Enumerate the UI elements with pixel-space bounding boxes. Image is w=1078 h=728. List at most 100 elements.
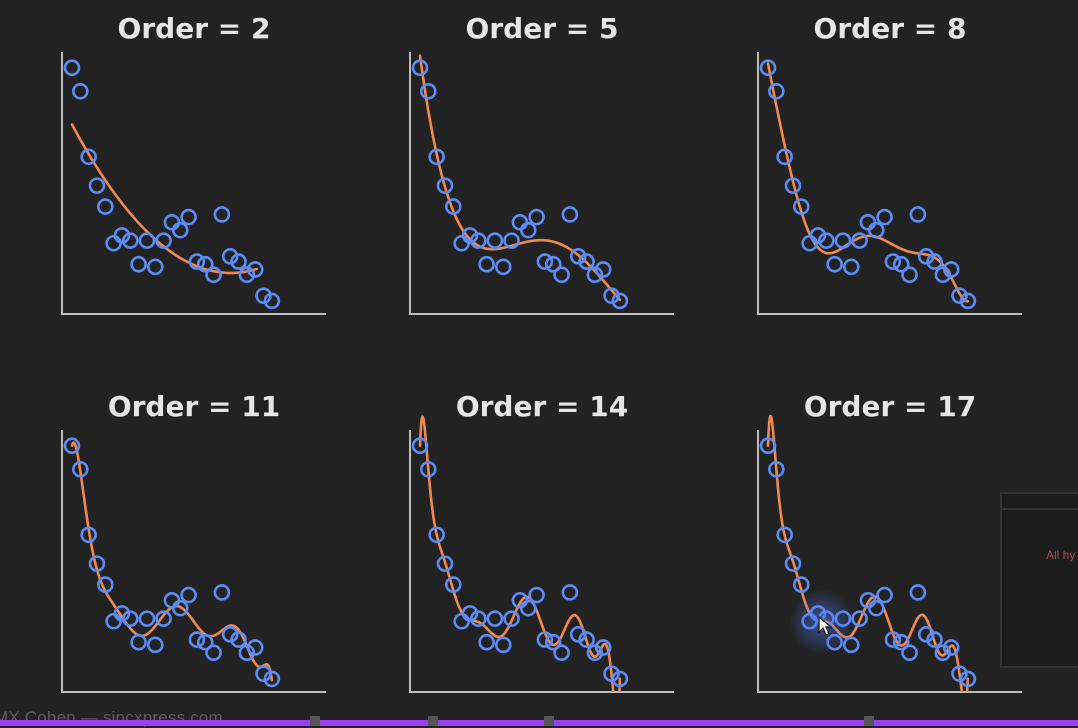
data-point xyxy=(544,255,562,273)
data-point xyxy=(221,626,239,643)
data-point xyxy=(428,526,445,544)
subplot-title: Order = 14 xyxy=(456,390,628,423)
data-point xyxy=(97,576,114,593)
data-point xyxy=(951,665,968,682)
data-point xyxy=(793,576,810,593)
data-point xyxy=(445,198,462,215)
data-point xyxy=(138,610,156,627)
data-point xyxy=(892,255,910,273)
data-point xyxy=(834,232,852,249)
data-point xyxy=(113,227,131,244)
data-point xyxy=(959,670,977,688)
data-point xyxy=(163,214,181,231)
chapter-marker[interactable] xyxy=(864,716,874,726)
side-panel-preview[interactable]: All hy xyxy=(1000,492,1078,668)
data-point xyxy=(180,586,197,604)
data-point xyxy=(80,526,97,544)
mouse-cursor-icon xyxy=(818,616,833,636)
data-point xyxy=(263,292,281,310)
data-point xyxy=(553,266,570,284)
data-point xyxy=(817,232,835,249)
axes-lines xyxy=(757,52,1022,315)
chapter-marker[interactable] xyxy=(428,716,438,726)
data-point xyxy=(88,177,106,194)
data-point xyxy=(603,665,620,682)
data-point xyxy=(445,576,462,593)
axes-lines xyxy=(61,430,326,693)
video-progress-bar[interactable] xyxy=(0,716,1078,726)
axes-lines xyxy=(61,52,326,315)
data-point xyxy=(255,287,272,304)
data-point xyxy=(155,232,172,249)
data-point xyxy=(238,266,256,284)
data-point xyxy=(478,255,495,273)
data-point xyxy=(88,555,106,572)
data-point xyxy=(909,206,927,223)
data-point xyxy=(759,437,777,455)
data-point xyxy=(105,234,122,252)
data-point xyxy=(436,177,454,194)
data-point xyxy=(876,208,893,226)
data-point xyxy=(230,631,247,648)
data-point xyxy=(851,232,868,249)
data-point xyxy=(892,633,910,651)
data-point xyxy=(561,584,579,601)
data-point xyxy=(205,644,222,662)
data-point xyxy=(238,644,256,662)
data-point xyxy=(453,612,470,630)
data-point xyxy=(917,626,935,643)
data-point xyxy=(411,437,429,455)
data-point xyxy=(255,665,272,682)
data-point xyxy=(586,266,604,284)
data-point xyxy=(230,253,247,270)
data-point xyxy=(246,639,264,656)
data-point xyxy=(246,261,264,278)
data-point xyxy=(72,460,89,478)
data-point xyxy=(461,227,479,244)
data-point xyxy=(428,148,445,166)
data-point xyxy=(461,605,479,622)
data-point xyxy=(63,59,81,77)
data-point xyxy=(97,198,114,215)
data-point xyxy=(171,599,189,617)
axes-lines xyxy=(409,52,674,315)
data-point xyxy=(113,605,131,622)
data-point xyxy=(411,59,429,77)
data-point xyxy=(420,460,437,478)
axes-lines xyxy=(409,430,674,693)
chapter-marker[interactable] xyxy=(310,716,320,726)
data-point xyxy=(213,206,231,223)
data-point xyxy=(213,584,231,601)
video-progress-fill xyxy=(0,720,1078,726)
data-point xyxy=(784,555,802,572)
chapter-marker[interactable] xyxy=(544,716,554,726)
data-point xyxy=(420,83,437,100)
data-point xyxy=(130,633,147,651)
data-point xyxy=(221,248,239,265)
data-point xyxy=(453,234,470,252)
data-point xyxy=(578,253,595,270)
data-point xyxy=(942,261,960,278)
data-point xyxy=(759,59,777,77)
data-point xyxy=(611,670,629,688)
side-panel-text: All hy xyxy=(1046,548,1076,562)
fit-line xyxy=(766,62,970,303)
data-point xyxy=(859,214,877,231)
data-point xyxy=(528,586,545,604)
data-point xyxy=(776,526,793,544)
data-point xyxy=(155,610,172,627)
data-point xyxy=(469,610,487,627)
data-point xyxy=(926,253,943,270)
data-point xyxy=(105,612,122,630)
data-point xyxy=(793,198,810,215)
data-point xyxy=(469,232,487,249)
data-point xyxy=(171,221,189,239)
data-point xyxy=(561,206,579,223)
fit-line xyxy=(418,54,622,301)
data-point xyxy=(586,644,604,662)
data-point xyxy=(768,460,785,478)
data-point xyxy=(917,248,935,265)
data-point xyxy=(519,221,537,239)
data-point xyxy=(536,253,554,270)
data-point xyxy=(959,292,977,310)
